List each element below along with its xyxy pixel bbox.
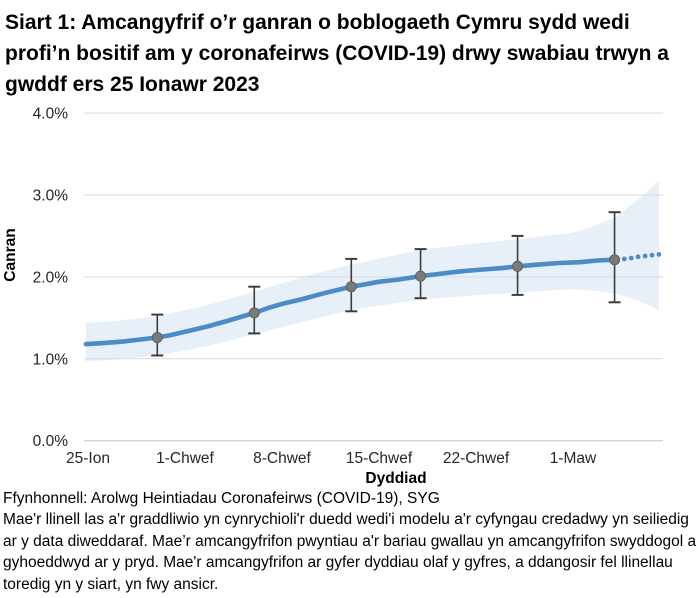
source-note: Ffynhonnell: Arolwg Heintiadau Coronafei… [3,490,440,507]
point-estimate [609,254,621,266]
point-estimate [248,307,260,319]
point-estimate [415,270,427,282]
y-tick-label: 0.0% [33,433,69,450]
y-axis-title: Canran [2,228,19,281]
methodology-note: Mae'r llinell las a'r graddliwio yn cynr… [3,511,697,593]
trend-dotted-point [628,255,634,261]
line-chart: 0.0% 1.0% 2.0% 3.0% 4.0% 25-Ion 1-Chwef 8-Chwef… [2,106,663,487]
x-tick-label: 22-Chwef [443,450,510,467]
x-tick-label: 8-Chwef [253,450,311,467]
point-estimate [151,332,163,343]
y-tick-label: 3.0% [33,188,69,205]
trend-dotted-point [656,252,662,257]
trend-dotted-point [635,254,641,260]
point-estimate [512,260,524,272]
point-estimate [345,281,357,293]
page: Siart 1: Amcangyfrif o’r ganran o boblog… [0,7,698,598]
x-tick-label: 15-Chwef [346,450,413,467]
x-tick-label: 1-Maw [550,450,597,467]
confidence-band [85,180,659,362]
x-tick-label: 1-Chwef [156,450,214,467]
trend-dotted-point [642,253,648,259]
chart-title: Siart 1: Amcangyfrif o’r ganran o boblog… [5,11,669,96]
trend-dotted-point [621,256,627,262]
y-tick-label: 4.0% [33,106,69,123]
y-tick-label: 2.0% [33,269,69,286]
trend-dotted-point [649,252,655,258]
y-tick-label: 1.0% [33,351,69,368]
x-tick-label: 25-Ion [66,450,110,467]
x-axis-title: Dyddiad [365,470,426,487]
